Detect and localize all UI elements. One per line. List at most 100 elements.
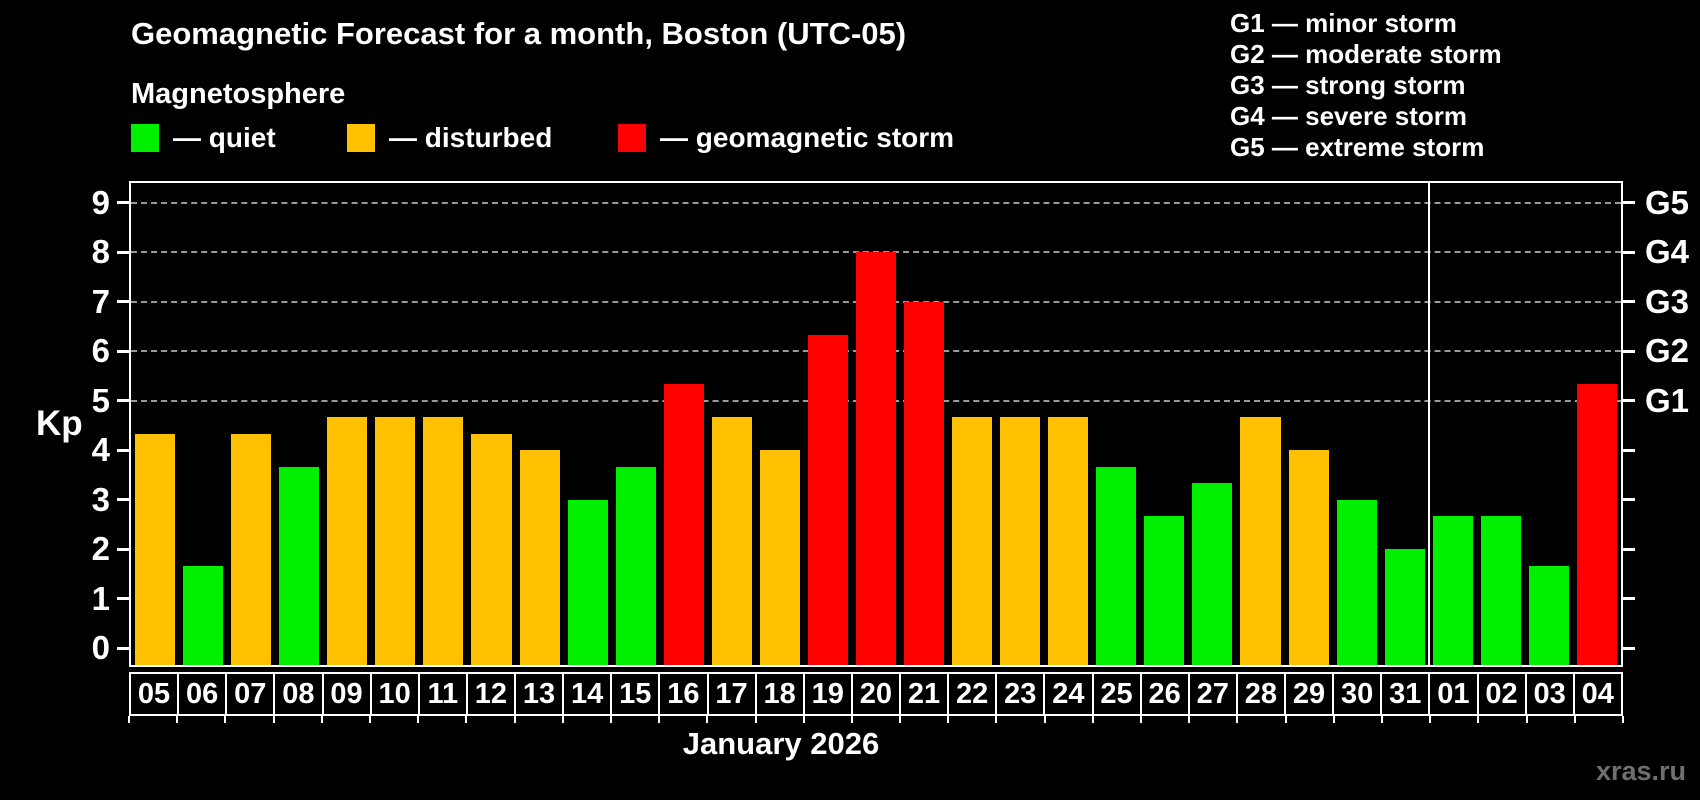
day-boundary-tick-23 [1236, 716, 1239, 723]
day-boundary-tick-0 [128, 716, 130, 723]
right-axis-tick-6 [1623, 349, 1635, 353]
day-label-05: 05 [129, 672, 180, 716]
day-boundary-tick-18 [995, 716, 998, 723]
right-axis-label-G1: G1 [1645, 381, 1690, 419]
kp-bar-19 [807, 334, 848, 665]
kp-bar-31 [1384, 549, 1425, 665]
g-legend-item-3: G3 — strong storm [1230, 70, 1466, 100]
day-label-23: 23 [995, 672, 1046, 716]
day-boundary-tick-17 [947, 716, 950, 723]
kp-bar-11 [423, 417, 464, 665]
y-axis-tick-7 [117, 300, 129, 304]
kp-bar-18 [759, 450, 800, 665]
day-boundary-tick-25 [1332, 716, 1335, 723]
legend-item-storm: — geomagnetic storm [618, 122, 954, 154]
kp-bar-01 [1432, 516, 1473, 665]
y-axis-tick-3 [117, 498, 129, 502]
day-label-18: 18 [754, 672, 805, 716]
month-label: January 2026 [682, 726, 880, 761]
day-boundary-tick-16 [899, 716, 902, 723]
kp-bar-07 [231, 433, 272, 665]
kp-bar-02 [1480, 516, 1521, 665]
day-label-27: 27 [1187, 672, 1238, 716]
right-axis-tick-1 [1623, 597, 1635, 601]
y-axis-tick-5 [117, 399, 129, 403]
right-axis-tick-9 [1623, 201, 1635, 205]
day-boundary-tick-9 [561, 716, 564, 723]
day-boundary-tick-5 [368, 716, 371, 723]
day-label-06: 06 [177, 672, 228, 716]
day-label-04: 04 [1572, 672, 1623, 716]
day-label-25: 25 [1091, 672, 1142, 716]
day-boundary-tick-4 [320, 716, 323, 723]
right-axis-tick-3 [1623, 498, 1635, 502]
kp-bar-24 [1048, 417, 1089, 665]
kp-bar-20 [855, 252, 897, 665]
storm-color-swatch [618, 124, 646, 152]
day-boundary-tick-8 [513, 716, 516, 723]
day-label-11: 11 [417, 672, 468, 716]
legend-item-quiet: — quiet [131, 122, 276, 154]
kp-bar-17 [711, 417, 752, 665]
kp-bar-28 [1240, 417, 1281, 665]
day-label-01: 01 [1428, 672, 1479, 716]
day-boundary-tick-7 [465, 716, 468, 723]
y-axis-tick-0 [117, 646, 129, 650]
day-label-08: 08 [273, 672, 324, 716]
kp-bar-22 [952, 417, 993, 665]
right-axis-tick-7 [1623, 300, 1635, 304]
y-axis-tick-label-7: 7 [91, 282, 110, 320]
day-label-26: 26 [1139, 672, 1190, 716]
day-label-03: 03 [1524, 672, 1575, 716]
day-boundary-tick-11 [658, 716, 661, 723]
day-label-31: 31 [1380, 672, 1431, 716]
day-boundary-tick-14 [802, 716, 805, 723]
right-axis-tick-0 [1623, 646, 1635, 650]
chart-title: Geomagnetic Forecast for a month, Boston… [131, 16, 907, 51]
day-boundary-tick-22 [1188, 716, 1191, 723]
right-axis-tick-5 [1623, 399, 1635, 403]
day-boundary-tick-10 [609, 716, 612, 723]
day-labels-row: 05 06 07 08 09 10 11 12 13 14 15 16 17 18 19 20 21 22 23 24… [129, 672, 1623, 716]
kp-bar-16 [663, 384, 704, 665]
day-boundary-tick-30 [1573, 716, 1576, 723]
g-legend-item-4: G4 — severe storm [1230, 101, 1468, 131]
day-boundary-tick-24 [1284, 716, 1287, 723]
g-legend-item-1: G1 — minor storm [1230, 8, 1457, 38]
disturbed-color-swatch [347, 124, 375, 152]
y-axis-tick-9 [117, 201, 129, 205]
day-boundary-tick-31 [1622, 716, 1624, 723]
legend-label-disturbed: — disturbed [389, 122, 553, 153]
kp-bar-12 [471, 433, 512, 665]
day-label-28: 28 [1235, 672, 1286, 716]
day-boundary-tick-20 [1091, 716, 1094, 723]
y-axis-tick-label-4: 4 [91, 431, 110, 469]
y-axis-tick-6 [117, 349, 129, 353]
day-boundary-tick-12 [706, 716, 709, 723]
kp-bar-21 [904, 301, 945, 665]
kp-bar-26 [1144, 516, 1185, 665]
right-axis-label-G5: G5 [1645, 183, 1690, 221]
right-axis-tick-2 [1623, 547, 1635, 551]
day-boundary-tick-2 [224, 716, 227, 723]
kp-bar-06 [183, 565, 224, 665]
day-boundary-tick-3 [272, 716, 275, 723]
day-label-19: 19 [802, 672, 853, 716]
y-axis-tick-label-8: 8 [91, 233, 110, 271]
legend-label-quiet: — quiet [173, 122, 276, 153]
day-label-16: 16 [658, 672, 709, 716]
day-label-13: 13 [514, 672, 565, 716]
watermark: xras.ru [1595, 756, 1686, 786]
kp-bar-29 [1288, 450, 1329, 665]
y-axis-tick-label-6: 6 [91, 332, 110, 370]
gridline-kp9 [131, 201, 1621, 204]
kp-bar-08 [279, 466, 320, 665]
day-label-17: 17 [706, 672, 757, 716]
day-label-12: 12 [465, 672, 516, 716]
y-axis-tick-label-5: 5 [91, 381, 110, 419]
y-axis-tick-label-2: 2 [91, 530, 110, 568]
day-boundary-tick-26 [1381, 716, 1384, 723]
day-label-10: 10 [369, 672, 420, 716]
day-label-20: 20 [850, 672, 901, 716]
day-label-24: 24 [1043, 672, 1094, 716]
